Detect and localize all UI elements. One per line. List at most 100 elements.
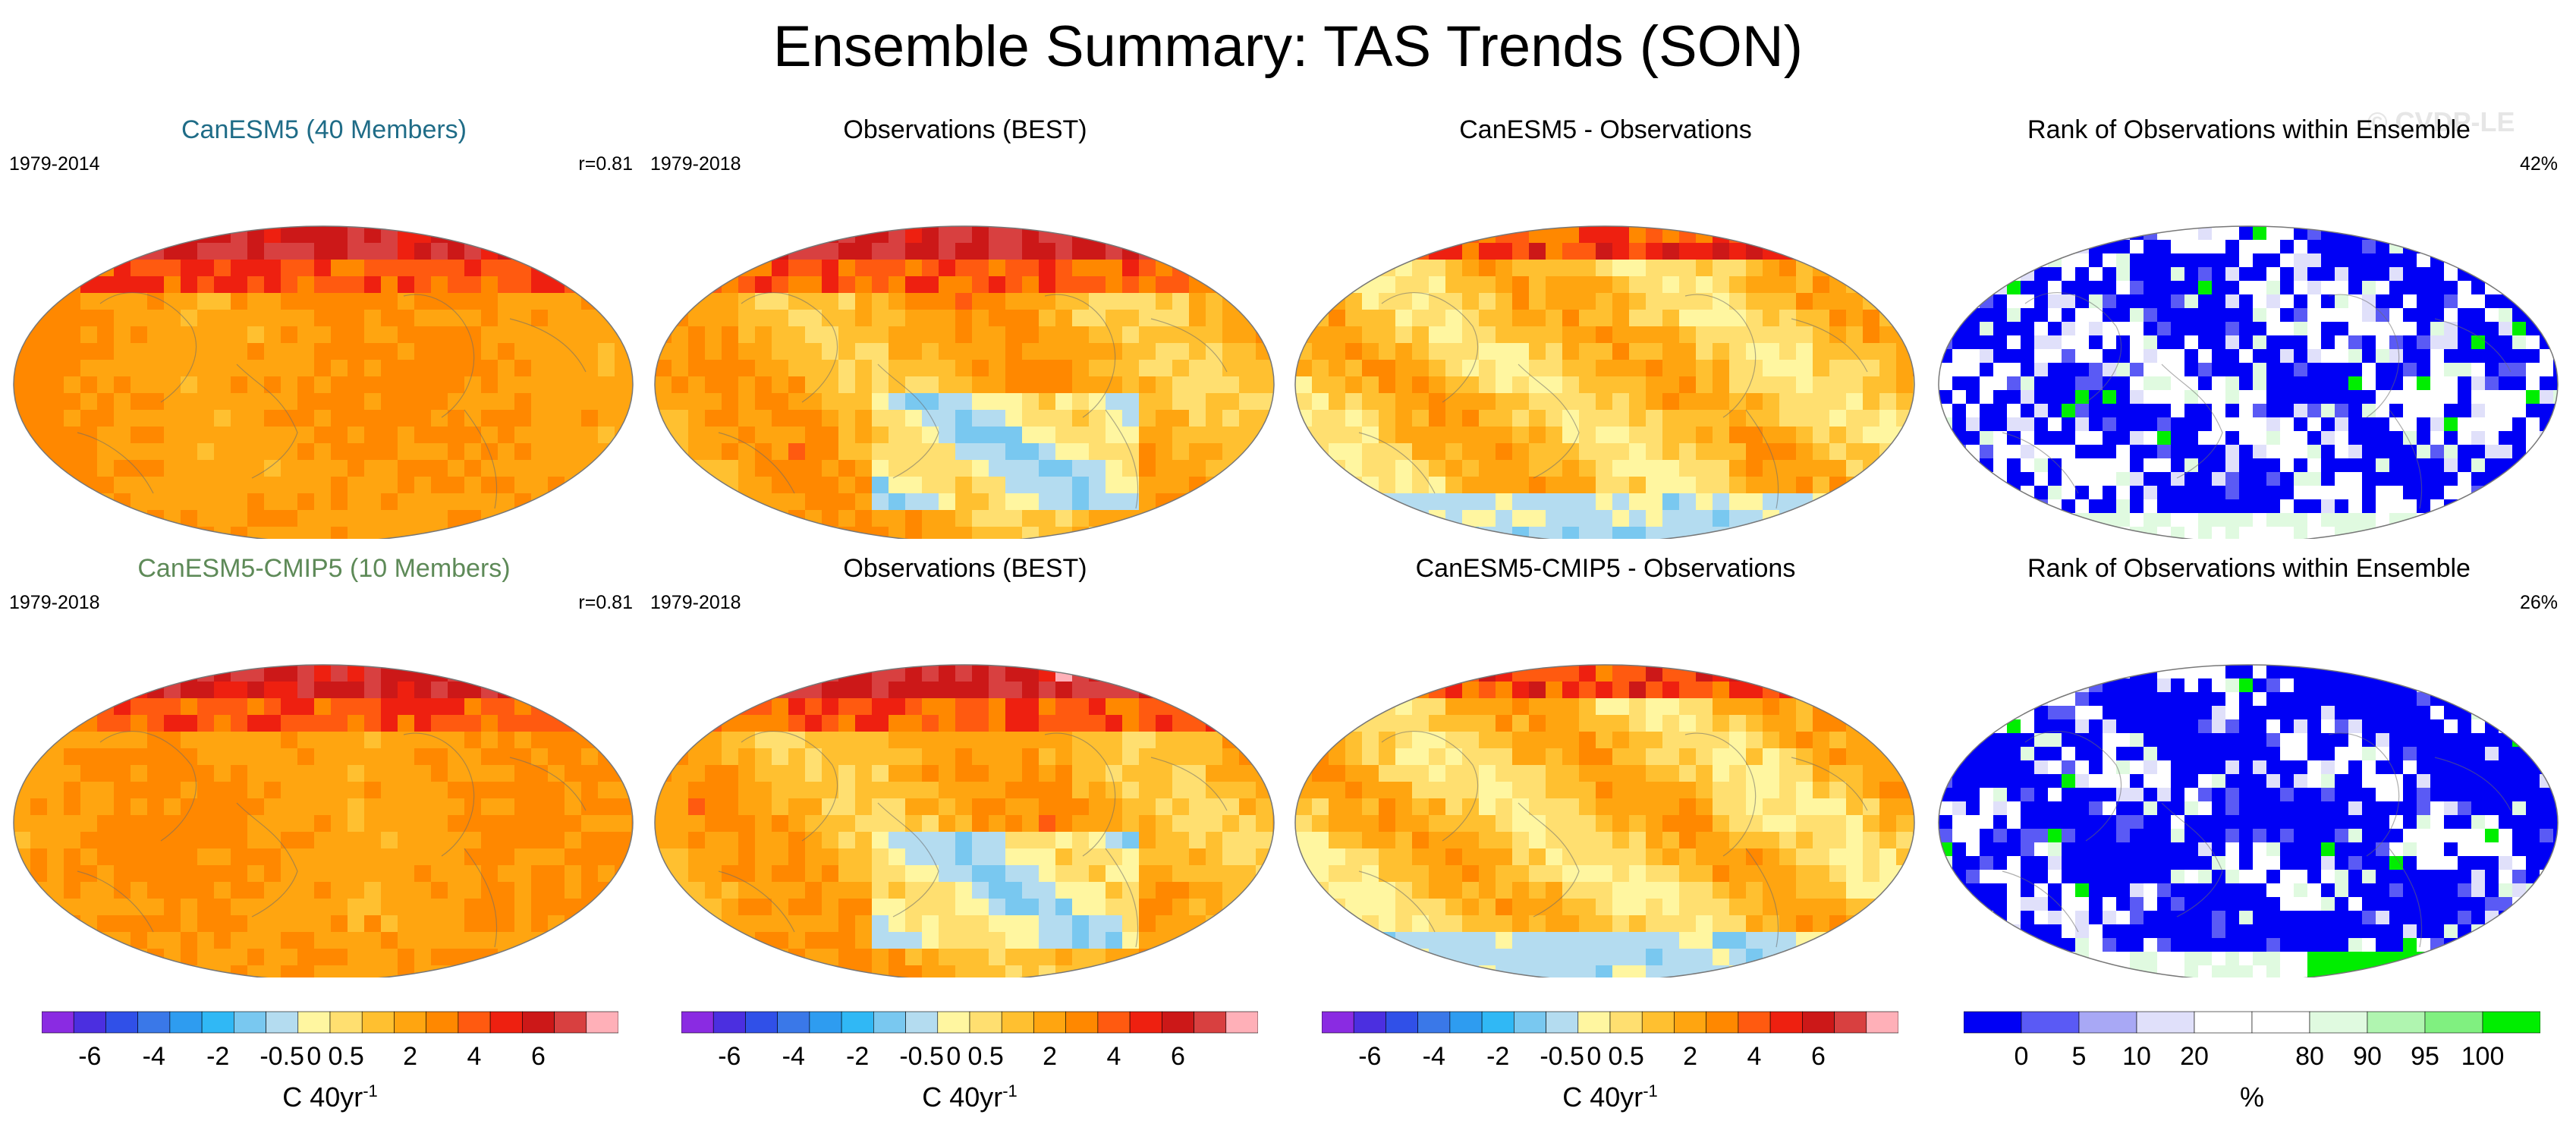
colorbar-tick-label: -2 [1486,1042,1509,1071]
colorbar-units: C 40yr-1 [681,1081,1258,1113]
rank-colorbar: 0 5 10 20 80 90 95 100 % [1964,1006,2540,1127]
colorbar-swatch [938,1012,970,1033]
colorbar-swatch [1162,1012,1194,1033]
colorbar-swatch [681,1012,713,1033]
percentage-label: 26% [2520,592,2558,614]
colorbar-tick-label: 6 [1171,1042,1185,1071]
colorbar-swatch [2194,1012,2252,1033]
colorbar-swatch [426,1012,458,1033]
colorbar-swatch [873,1012,905,1033]
map-field [1295,226,1920,539]
colorbar-tick-label: -4 [143,1042,165,1071]
colorbar-swatch [202,1012,234,1033]
map-field [655,226,1280,539]
colorbar-swatch [1706,1012,1738,1033]
colorbar-swatch [841,1012,873,1033]
colorbar-swatch [1354,1012,1386,1033]
rank-map [1934,114,2564,539]
colorbar-swatch [778,1012,810,1033]
panel-title: CanESM5 (40 Members) [9,114,639,146]
colorbar-tick-label: 0.5 [328,1042,363,1071]
colorbar-swatch [1226,1012,1258,1033]
colorbar-swatch [458,1012,490,1033]
colorbar-swatch [2021,1012,2079,1033]
colorbar-strip: 0 5 10 20 80 90 95 100 [1964,1006,2540,1081]
trend-map [650,552,1280,977]
colorbar-swatch [2079,1012,2137,1033]
colorbar-tick-label: -0.5 [899,1042,944,1071]
colorbar-swatch [362,1012,394,1033]
panel-title: CanESM5 - Observations [1291,114,1920,146]
panel-canesm5: CanESM5 (40 Members) 1979-2014 r=0.81 [9,114,639,539]
colorbar-swatch [713,1012,745,1033]
colorbar-swatch [1738,1012,1770,1033]
colorbar-swatch [1002,1012,1033,1033]
colorbar-tick-label: -2 [846,1042,869,1071]
colorbar-tick-label: -6 [718,1042,741,1071]
colorbar-swatch [74,1012,105,1033]
colorbar-swatch [1610,1012,1642,1033]
colorbar-tick-label: 6 [531,1042,546,1071]
colorbar-tick-label: 90 [2353,1042,2382,1071]
colorbar-swatch [2367,1012,2425,1033]
panel-title: CanESM5-CMIP5 (10 Members) [9,552,639,584]
panel-difference-bottom: CanESM5-CMIP5 - Observations [1291,552,1920,977]
colorbar-tick-label: 80 [2295,1042,2324,1071]
colorbar-tick-label: -2 [206,1042,229,1071]
trend-map [9,114,639,539]
colorbar-swatch [1322,1012,1354,1033]
period-label: 1979-2018 [9,592,100,614]
period-label: 1979-2018 [650,153,741,175]
colorbar-tick-label: 95 [2411,1042,2439,1071]
colorbar-swatch [1450,1012,1482,1033]
colorbar-tick-label: 0 [946,1042,961,1071]
panel-title: Rank of Observations within Ensemble [1934,114,2564,146]
colorbar-swatch [1802,1012,1834,1033]
panel-observations-top: Observations (BEST) 1979-2018 [650,114,1280,539]
colorbar-swatch [394,1012,426,1033]
colorbar-tick-label: 5 [2072,1042,2087,1071]
colorbar-swatch [2252,1012,2310,1033]
colorbar-swatch [298,1012,330,1033]
map-field [1939,226,2564,539]
colorbar-swatch [970,1012,1002,1033]
colorbar-tick-label: -0.5 [259,1042,304,1071]
colorbar-tick-label: 0.5 [1608,1042,1643,1071]
colorbar-tick-label: 0 [2015,1042,2029,1071]
colorbar-tick-label: 2 [1043,1042,1057,1071]
panel-title: Observations (BEST) [650,552,1280,584]
colorbar-tick-label: 0.5 [967,1042,1003,1071]
colorbar-tick-label: 2 [1683,1042,1697,1071]
colorbar-swatch [810,1012,841,1033]
colorbar-swatch [490,1012,522,1033]
trend-map [650,114,1280,539]
colorbar-swatch [1964,1012,2021,1033]
colorbar-tick-label: 100 [2461,1042,2505,1071]
colorbar-swatch [1482,1012,1514,1033]
colorbar-units: C 40yr-1 [1322,1081,1898,1113]
colorbar-swatch [2483,1012,2540,1033]
colorbar-swatch [330,1012,362,1033]
colorbar-swatch [138,1012,170,1033]
colorbar-swatch [1033,1012,1065,1033]
colorbar-tick-label: 2 [403,1042,417,1071]
colorbar-units: % [1964,1081,2540,1113]
colorbar-swatch [1130,1012,1162,1033]
map-field [14,226,639,539]
colorbar-swatch [906,1012,938,1033]
percentage-label: 42% [2520,153,2558,175]
colorbar-tick-label: -6 [78,1042,101,1071]
trend-map [9,552,639,977]
colorbar-swatch [2310,1012,2367,1033]
colorbar-swatch [1674,1012,1706,1033]
colorbar-tick-label: 10 [2122,1042,2151,1071]
colorbar-swatch [745,1012,777,1033]
colorbar-swatch [522,1012,554,1033]
colorbar-tick-label: 0 [1587,1042,1601,1071]
trend-map [1291,552,1920,977]
colorbar-swatch [1418,1012,1450,1033]
colorbar-tick-label: 20 [2180,1042,2209,1071]
